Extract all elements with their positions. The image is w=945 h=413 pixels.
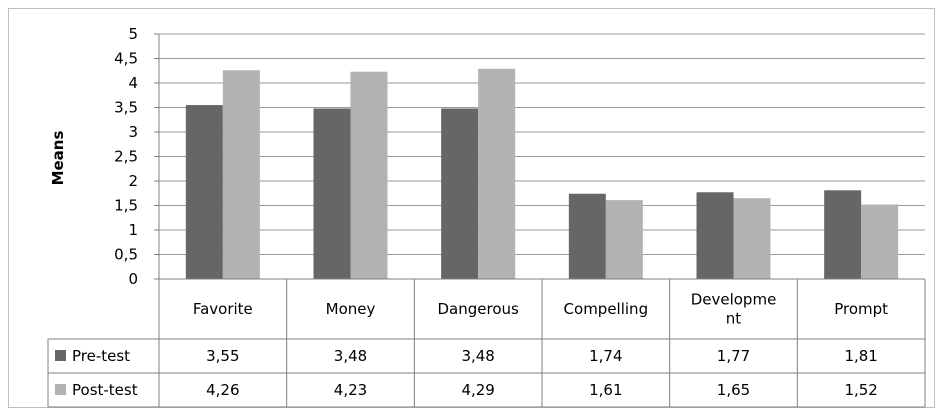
x-category-label: Developme nt xyxy=(691,291,777,328)
data-value-label: 1,52 xyxy=(844,381,877,399)
bar-pre-test xyxy=(824,190,862,279)
data-value-label: 1,74 xyxy=(589,347,622,365)
y-tick-label: 0,5 xyxy=(114,246,138,264)
y-tick-label: 1,5 xyxy=(114,197,138,215)
y-tick-label: 3,5 xyxy=(114,99,138,117)
x-category-label: Money xyxy=(326,300,376,318)
bar-pre-test xyxy=(441,108,479,279)
data-table: Favorite Money Dangerous Compelling Developm… xyxy=(47,278,926,408)
y-tick-label: 0 xyxy=(128,270,138,288)
bar-pre-test xyxy=(313,108,351,279)
data-value-label: 3,48 xyxy=(334,347,367,365)
bars xyxy=(185,68,899,279)
bar-post-test xyxy=(222,70,260,279)
y-tick-label: 3 xyxy=(128,123,138,141)
y-tick-label: 5 xyxy=(128,25,138,43)
bar-pre-test xyxy=(696,192,734,279)
y-tick-label: 1 xyxy=(128,221,138,239)
x-category-label: Compelling xyxy=(564,300,649,318)
x-category-label: Prompt xyxy=(834,300,888,318)
y-tick-label: 2,5 xyxy=(114,148,138,166)
bar-post-test xyxy=(733,198,771,279)
data-value-label: 3,48 xyxy=(461,347,494,365)
y-tick-label: 4,5 xyxy=(114,50,138,68)
legend-label: Post-test xyxy=(72,381,138,399)
data-value-label: 4,23 xyxy=(334,381,367,399)
x-category-label: Favorite xyxy=(193,300,253,318)
bar-post-test xyxy=(478,68,516,279)
gridlines xyxy=(159,33,925,255)
data-value-label: 1,61 xyxy=(589,381,622,399)
x-category-label: Dangerous xyxy=(437,300,519,318)
y-tick-label: 4 xyxy=(128,74,138,92)
legend-key xyxy=(55,384,66,395)
legend-label: Pre-test xyxy=(72,347,130,365)
axes: 0 0,5 1 1,5 2 2,5 3 3,5 4 4,5 5 xyxy=(114,25,160,288)
legend-key xyxy=(55,350,66,361)
bar-pre-test xyxy=(185,105,223,279)
bar-post-test xyxy=(350,71,388,279)
data-value-label: 1,81 xyxy=(844,347,877,365)
bar-pre-test xyxy=(568,193,606,279)
data-value-label: 3,55 xyxy=(206,347,239,365)
bar-post-test xyxy=(605,200,643,279)
data-value-label: 1,65 xyxy=(717,381,750,399)
data-value-label: 1,77 xyxy=(717,347,750,365)
bar-post-test xyxy=(861,204,899,279)
data-value-label: 4,29 xyxy=(461,381,494,399)
y-tick-label: 2 xyxy=(128,172,138,190)
y-axis-label: Means xyxy=(49,131,67,186)
data-value-label: 4,26 xyxy=(206,381,239,399)
